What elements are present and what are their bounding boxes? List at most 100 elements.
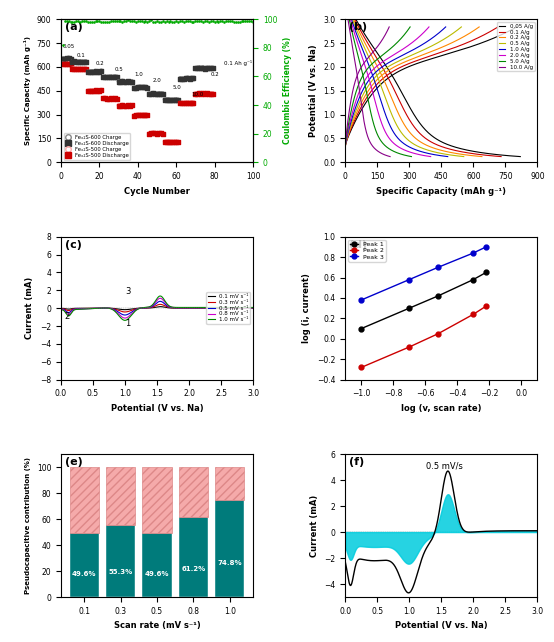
Point: [114, 16, 123, 26]
Point: [101, 71, 110, 82]
Text: 0.2: 0.2: [95, 62, 104, 66]
Point: [124, 76, 132, 87]
Text: 61.2%: 61.2%: [181, 566, 206, 572]
Point: [235, 17, 244, 27]
Line: 0.2 A/g: 0.2 A/g: [345, 19, 482, 157]
Point: [185, 73, 194, 83]
Point: [204, 62, 213, 73]
0.1 mV s⁻¹: [157, 303, 163, 311]
Point: [134, 110, 142, 120]
Peak 2: [483, 302, 490, 310]
Peak 2: [470, 311, 476, 318]
Point: [155, 128, 163, 139]
Line: Peak 3: Peak 3: [359, 245, 489, 302]
Point: [176, 98, 184, 108]
Point: [114, 76, 123, 87]
X-axis label: Specific Capacity (mAh g⁻¹): Specific Capacity (mAh g⁻¹): [376, 187, 506, 196]
0.1 mV s⁻¹: [69, 305, 76, 313]
0.5 mV s⁻¹: [250, 304, 257, 311]
1.0 A/g: [435, 152, 442, 159]
Point: [197, 88, 206, 98]
10.0 A/g: [342, 15, 348, 23]
Point: [164, 137, 173, 147]
Text: 1.0: 1.0: [134, 73, 143, 78]
Point: [176, 73, 184, 83]
Bar: [106, 467, 135, 525]
Point: [124, 100, 132, 110]
Text: 0.1: 0.1: [76, 53, 85, 58]
Bar: [179, 517, 208, 597]
Peak 1: [470, 275, 476, 283]
Point: [206, 63, 215, 73]
Point: [126, 16, 135, 26]
Point: [118, 100, 127, 110]
10.0 A/g: [370, 143, 376, 150]
Point: [85, 66, 94, 76]
Point: [164, 17, 173, 27]
0.05 A/g: [449, 143, 456, 150]
Point: [183, 73, 192, 83]
Point: [195, 16, 204, 26]
Point: [189, 98, 198, 108]
Point: [85, 17, 94, 27]
Point: [130, 110, 138, 120]
Point: [95, 67, 104, 77]
0.2 A/g: [479, 153, 485, 160]
0.05 A/g: [446, 141, 453, 149]
Point: [203, 89, 212, 99]
Point: [199, 62, 208, 73]
0.5 mV s⁻¹: [175, 304, 181, 311]
Point: [172, 94, 181, 105]
Point: [233, 17, 242, 27]
Point: [172, 136, 181, 146]
Point: [195, 62, 204, 73]
Point: [147, 89, 156, 99]
Point: [214, 17, 223, 27]
Point: [197, 63, 206, 73]
Point: [122, 101, 131, 111]
Point: [66, 53, 75, 64]
Point: [120, 16, 129, 26]
Text: (c): (c): [65, 239, 81, 250]
Point: [84, 85, 93, 96]
10.0 A/g: [368, 141, 375, 149]
0.5 A/g: [412, 141, 419, 149]
Point: [93, 67, 102, 77]
Point: [164, 94, 173, 105]
Point: [105, 17, 114, 27]
Line: Peak 1: Peak 1: [359, 270, 489, 331]
0.1 mV s⁻¹: [204, 304, 211, 312]
2.0 A/g: [342, 15, 349, 23]
Text: 5.0: 5.0: [172, 85, 181, 90]
Point: [95, 66, 104, 76]
0.8 mV s⁻¹: [121, 314, 128, 322]
Point: [208, 89, 217, 99]
Point: [239, 16, 248, 26]
Point: [206, 89, 215, 99]
Point: [110, 93, 119, 103]
0.3 mV s⁻¹: [250, 304, 257, 312]
1.0 A/g: [403, 141, 409, 149]
Point: [177, 74, 186, 84]
Point: [139, 17, 148, 27]
Bar: [142, 533, 172, 597]
Point: [168, 95, 177, 105]
Point: [170, 94, 179, 105]
Point: [76, 64, 85, 74]
Point: [166, 95, 175, 105]
1.0 A/g: [404, 143, 411, 150]
Point: [187, 98, 196, 108]
Point: [249, 17, 258, 27]
Point: [101, 92, 110, 103]
1.0 mV s⁻¹: [181, 304, 187, 311]
Point: [216, 16, 225, 26]
Point: [127, 76, 136, 87]
Point: [189, 73, 198, 83]
Point: [78, 64, 86, 74]
Point: [109, 93, 117, 103]
1.0 mV s⁻¹: [250, 304, 257, 311]
Point: [102, 93, 111, 103]
1.0 mV s⁻¹: [204, 304, 211, 311]
Point: [160, 136, 169, 146]
Point: [160, 94, 169, 105]
